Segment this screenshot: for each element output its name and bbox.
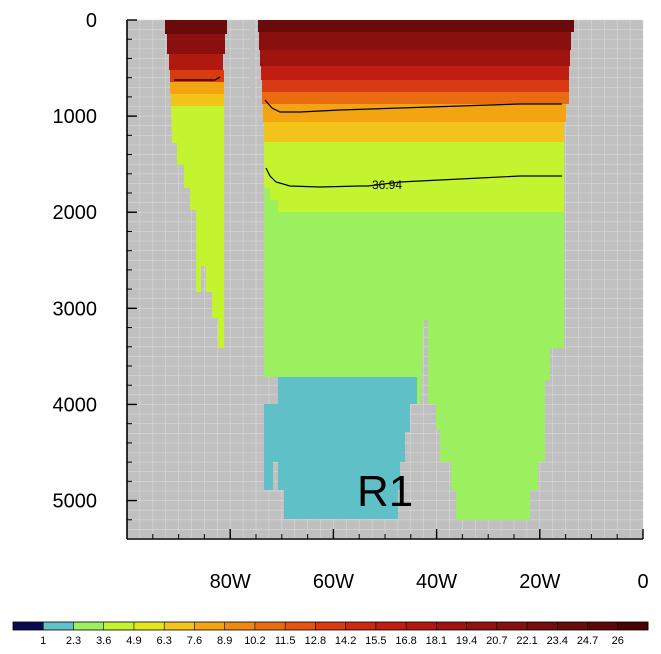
west-basin — [165, 20, 227, 348]
colorbar-swatch — [466, 622, 498, 630]
west-layer-mid4 — [171, 94, 224, 106]
east-layer-bottom — [264, 377, 417, 519]
x-tick-label: 60W — [313, 571, 354, 593]
east-layer-8 — [264, 142, 564, 212]
east-layer-6 — [263, 104, 566, 122]
west-layer-mid2 — [170, 70, 224, 82]
y-tick-label: 1000 — [53, 106, 98, 128]
colorbar-label: 7.6 — [187, 635, 202, 647]
colorbar-label: 19.4 — [456, 635, 477, 647]
colorbar-label: 11.5 — [275, 635, 296, 647]
colorbar-swatch — [43, 622, 74, 630]
colorbar-swatch — [224, 622, 256, 630]
x-tick-label: 20W — [519, 571, 560, 593]
colorbar-label: 1 — [40, 635, 46, 647]
colorbar-label: 10.2 — [244, 635, 265, 647]
colorbar-label: 22.1 — [516, 635, 537, 647]
colorbar-swatch — [285, 622, 316, 630]
contour-west-shallow — [174, 76, 221, 81]
x-tick-label: 80W — [210, 571, 251, 593]
east-layer-4 — [262, 80, 569, 92]
east-layer-5 — [262, 92, 569, 104]
colorbar-swatch — [345, 622, 377, 630]
y-tick-label: 0 — [86, 10, 97, 32]
colorbar-label: 8.9 — [217, 635, 232, 647]
east-layer-3 — [261, 66, 569, 80]
west-layer-mid3 — [170, 82, 224, 94]
y-ticks: 0 1000 2000 3000 4000 5000 — [53, 10, 137, 513]
colorbar-label: 2.3 — [66, 635, 81, 647]
east-layer-deep-left — [264, 188, 278, 404]
ridge-column — [250, 20, 255, 104]
y-tick-label: 4000 — [53, 394, 98, 416]
colorbar-swatch — [406, 622, 437, 630]
colorbar-label: 6.3 — [157, 635, 172, 647]
east-layer-7 — [264, 122, 564, 142]
colorbar-swatch — [133, 622, 165, 630]
east-layer-2 — [260, 50, 570, 66]
colorbar-label: 14.2 — [335, 635, 356, 647]
colorbar-swatch — [527, 622, 558, 630]
colorbar-swatch — [436, 622, 467, 630]
colorbar-label: 20.7 — [486, 635, 507, 647]
x-ticks: 80W 60W 40W 20W 0 — [126, 529, 649, 593]
east-layer-surface — [258, 20, 574, 32]
colorbar-label: 16.8 — [395, 635, 416, 647]
colorbar-swatch — [103, 622, 135, 630]
colorbar-label: 3.6 — [96, 635, 111, 647]
colorbar-swatch — [13, 622, 44, 630]
y-tick-label: 3000 — [53, 298, 98, 320]
colorbar-label: 12.8 — [305, 635, 326, 647]
colorbar-swatch — [375, 622, 407, 630]
east-basin — [258, 20, 574, 520]
west-layer-deep — [171, 106, 224, 348]
colorbar-swatch — [587, 622, 619, 630]
colorbar-label: 4.9 — [126, 635, 141, 647]
colorbar-label: 24.7 — [577, 635, 598, 647]
colorbar-swatch — [557, 622, 588, 630]
colorbar-swatch — [617, 622, 649, 630]
west-layer-mid1 — [169, 54, 223, 70]
colorbar: 1 2.3 3.6 4.9 6.3 7.6 8.9 10.2 11.5 12.8 14.2 15.5 1… — [12, 621, 649, 647]
region-label: R1 — [357, 467, 413, 516]
colorbar-label: 26 — [612, 635, 624, 647]
west-layer-upper — [167, 34, 225, 54]
colorbar-label: 23.4 — [547, 635, 568, 647]
east-layer-1 — [259, 32, 571, 50]
colorbar-label: 15.5 — [365, 635, 386, 647]
contour-east-deep — [265, 167, 562, 188]
colorbar-label: 18.1 — [426, 635, 447, 647]
colorbar-swatch — [254, 622, 286, 630]
colorbar-swatch — [496, 622, 528, 630]
colorbar-swatch — [73, 622, 105, 630]
contour-lines — [174, 76, 562, 188]
colorbar-swatch — [315, 622, 346, 630]
colorbar-swatch — [194, 622, 225, 630]
y-tick-label: 5000 — [53, 491, 98, 513]
contour-east-shallow — [264, 99, 562, 113]
colorbar-frame — [12, 621, 649, 631]
contour-label: 36.94 — [372, 178, 402, 192]
west-layer-surface — [165, 20, 227, 34]
colorbar-swatch — [164, 622, 195, 630]
y-tick-label: 2000 — [53, 202, 98, 224]
x-tick-label: 0 — [637, 571, 648, 593]
plot-area: 36.94 R1 0 1000 2000 3000 4000 5000 80W 60W 40W… — [53, 10, 649, 593]
x-tick-label: 40W — [416, 571, 457, 593]
east-layer-deep — [278, 212, 564, 520]
